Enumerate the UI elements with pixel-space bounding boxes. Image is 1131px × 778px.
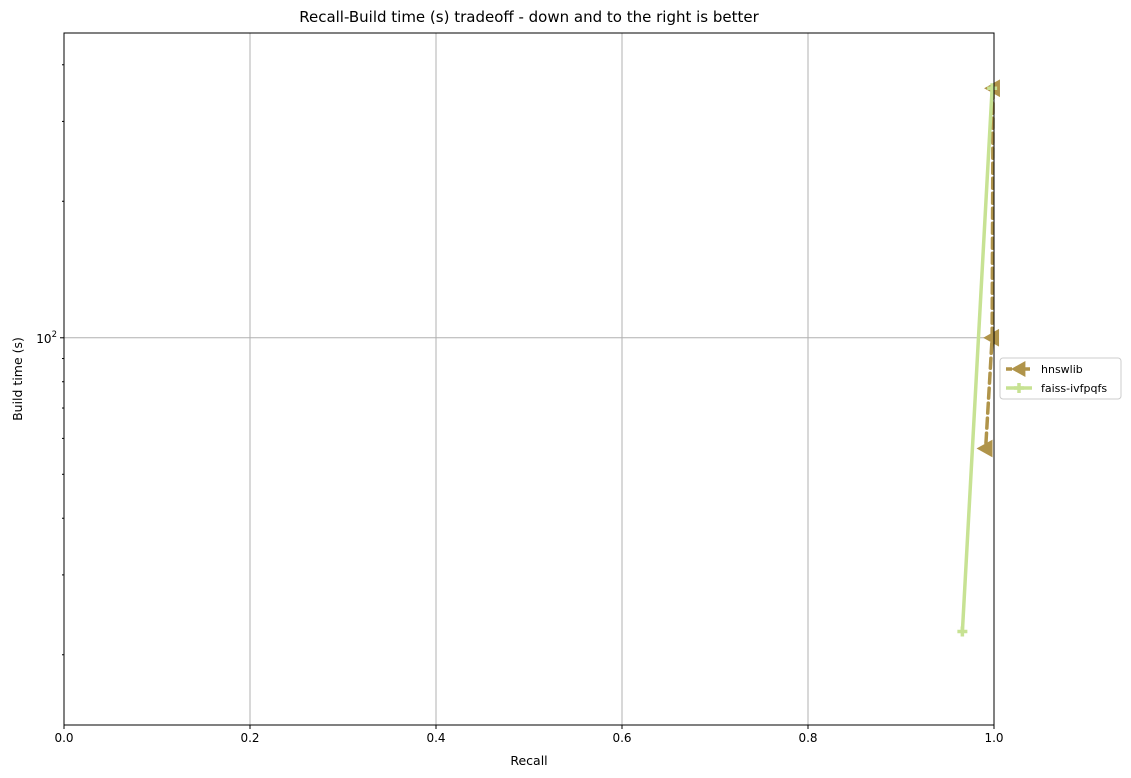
legend-item: faiss-ivfpqfs [1006,382,1107,395]
legend-item: hnswlib [1006,361,1083,377]
y-axis-title: Build time (s) [10,337,25,421]
legend-label: faiss-ivfpqfs [1041,382,1107,395]
tick-layer: 0.0 0.2 0.4 0.6 0.8 1.0 102 [36,64,1004,745]
x-tick-label: 0.2 [240,731,259,745]
legend-label: hnswlib [1041,363,1083,376]
data-point [957,626,968,637]
data-point [976,439,993,458]
legend-marker [1011,361,1026,377]
grid-layer [64,33,994,725]
plot-frame [63,32,995,726]
x-tick-label: 0.4 [426,731,445,745]
y-tick-label: 102 [36,330,57,346]
x-tick-label: 1.0 [984,731,1003,745]
x-tick-label: 0.0 [54,731,73,745]
legend: hnswlib faiss-ivfpqfs [999,357,1122,400]
x-axis-title: Recall [510,753,547,768]
data-point [987,83,998,94]
x-tick-label: 0.6 [612,731,631,745]
legend-marker [1014,383,1024,393]
series-faiss-ivfpqfs [957,83,998,637]
data-point [983,328,1000,347]
legend-items: hnswlib faiss-ivfpqfs [1006,361,1107,395]
chart-title: Recall-Build time (s) tradeoff - down an… [299,8,759,26]
series-line [960,86,994,634]
series-layer [957,79,1000,637]
x-tick-label: 0.8 [798,731,817,745]
